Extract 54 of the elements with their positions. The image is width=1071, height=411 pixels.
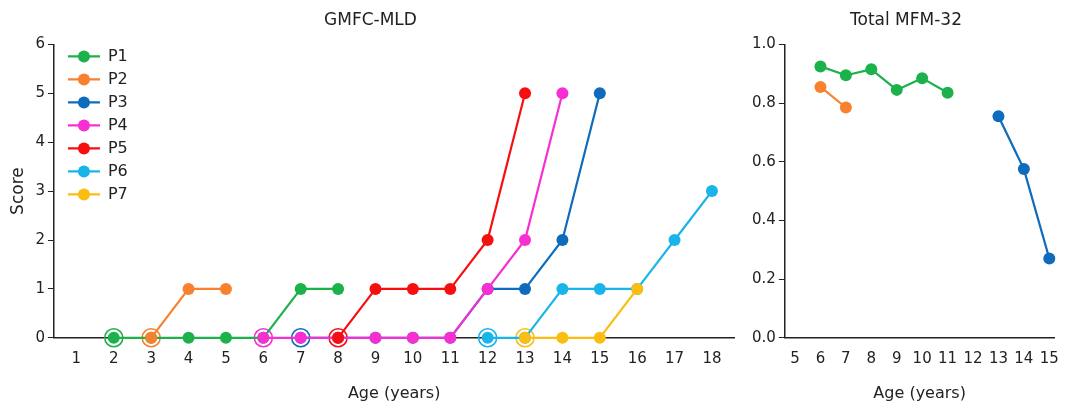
x-tick-label: 18 xyxy=(702,348,722,367)
x-tick-label: 5 xyxy=(790,348,800,367)
y-tick-label: 0.2 xyxy=(752,269,776,288)
x-tick-label: 12 xyxy=(478,348,498,367)
y-axis-title: Score xyxy=(6,167,27,215)
legend-label: P5 xyxy=(107,137,128,157)
x-tick-label: 1 xyxy=(71,348,82,367)
legend-label: P7 xyxy=(107,183,128,203)
x-tick-label: 9 xyxy=(370,348,381,367)
x-tick-label: 6 xyxy=(258,348,269,367)
y-tick-label: 5 xyxy=(35,83,45,102)
legend-label: P4 xyxy=(107,114,128,134)
x-tick-label: 3 xyxy=(146,348,156,367)
legend-label: P3 xyxy=(107,91,128,111)
legend-label: P1 xyxy=(107,45,128,65)
x-tick-label: 11 xyxy=(938,348,958,367)
x-axis-title: Age (years) xyxy=(873,382,966,402)
y-tick-label: 4 xyxy=(35,132,45,151)
x-tick-label: 13 xyxy=(988,348,1008,367)
y-tick-label: 0.4 xyxy=(752,210,776,229)
x-tick-label: 12 xyxy=(963,348,983,367)
y-tick-label: 3 xyxy=(35,180,45,199)
x-tick-label: 10 xyxy=(403,348,423,367)
y-tick-label: 0 xyxy=(35,327,45,346)
chart-title: GMFC-MLD xyxy=(324,8,417,29)
x-tick-label: 10 xyxy=(912,348,932,367)
x-tick-label: 2 xyxy=(108,348,119,367)
x-tick-label: 9 xyxy=(891,348,902,367)
x-tick-label: 13 xyxy=(515,348,535,367)
x-axis-title: Age (years) xyxy=(347,382,441,402)
y-tick-label: 6 xyxy=(35,34,45,53)
x-tick-label: 11 xyxy=(440,348,460,367)
y-tick-label: 1.0 xyxy=(752,34,776,53)
y-tick-label: 0.6 xyxy=(752,151,776,170)
y-tick-label: 0.8 xyxy=(752,92,776,111)
legend-label: P2 xyxy=(107,68,128,88)
y-tick-label: 1 xyxy=(35,278,45,297)
chart-title: Total MFM-32 xyxy=(849,8,962,29)
x-tick-label: 15 xyxy=(1039,348,1059,367)
x-tick-label: 14 xyxy=(552,348,572,367)
x-tick-label: 7 xyxy=(841,348,851,367)
y-tick-label: 2 xyxy=(35,229,45,248)
x-tick-label: 16 xyxy=(627,348,647,367)
legend-label: P6 xyxy=(107,160,128,180)
y-tick-label: 0.0 xyxy=(752,327,776,346)
x-tick-label: 7 xyxy=(295,348,306,367)
x-tick-label: 17 xyxy=(665,348,685,367)
x-tick-label: 15 xyxy=(590,348,610,367)
x-tick-label: 6 xyxy=(815,348,826,367)
x-tick-label: 8 xyxy=(866,348,877,367)
x-tick-label: 8 xyxy=(333,348,343,367)
x-tick-label: 4 xyxy=(183,348,194,367)
x-tick-label: 14 xyxy=(1014,348,1034,367)
x-tick-label: 5 xyxy=(221,348,231,367)
